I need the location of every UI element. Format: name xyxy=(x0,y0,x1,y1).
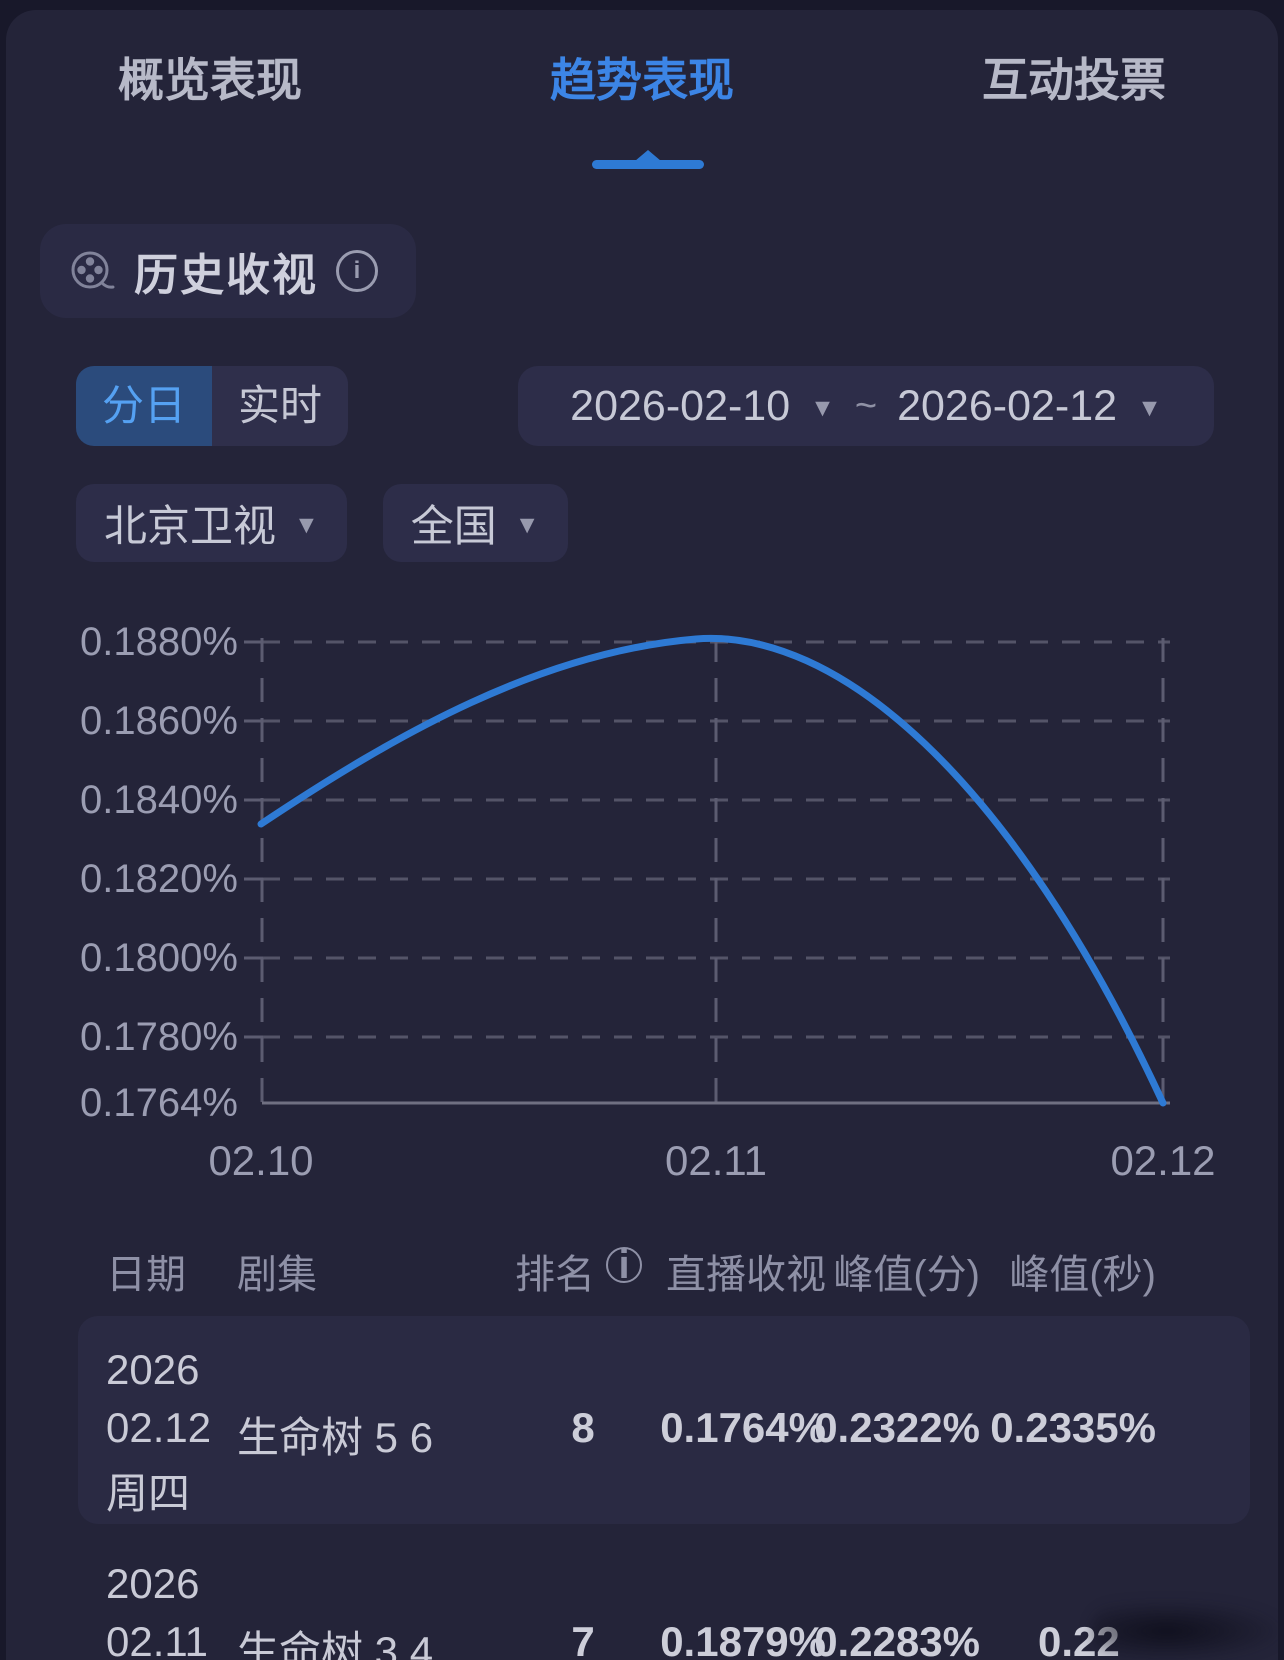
col-live-rating: 直播收视 xyxy=(666,1253,826,1297)
film-reel-icon xyxy=(71,251,115,289)
tab-bar: 概览表现 趋势表现 互动投票 xyxy=(6,52,1278,108)
row-episode: 生命树 5 6 xyxy=(237,1414,434,1461)
x-axis-labels: 02.10 02.11 02.12 xyxy=(208,1137,1215,1184)
date-end[interactable]: 2026-02-12 xyxy=(897,381,1118,430)
date-range-picker[interactable]: 2026-02-10 ▼ ~ 2026-02-12 ▼ xyxy=(518,366,1214,446)
col-date: 日期 xyxy=(106,1253,186,1297)
channel-select-label: 北京卫视 xyxy=(104,503,276,551)
table-row[interactable] xyxy=(78,1316,1250,1524)
chevron-down-icon: ▼ xyxy=(810,393,835,422)
ratings-trend-chart: 0.1880% 0.1860% 0.1840% 0.1820% 0.1800% … xyxy=(80,620,1216,1184)
chevron-down-icon: ▼ xyxy=(514,510,540,539)
col-rank: 排名 xyxy=(515,1253,595,1297)
region-select-label: 全国 xyxy=(410,503,497,551)
channel-select[interactable]: 北京卫视 ▼ xyxy=(76,484,347,562)
row-date-year: 2026 xyxy=(106,1560,200,1607)
y-tick-label: 0.1800% xyxy=(80,936,238,980)
tab-trend[interactable]: 趋势表现 xyxy=(550,54,734,106)
y-tick-label: 0.1764% xyxy=(80,1081,238,1125)
section-header: 历史收视 i xyxy=(40,224,416,318)
y-tick-label: 0.1820% xyxy=(80,857,238,901)
y-tick-label: 0.1780% xyxy=(80,1015,238,1059)
row-live-rating: 0.1879% xyxy=(660,1618,826,1660)
x-tick-label: 02.10 xyxy=(208,1137,313,1184)
row-rank: 8 xyxy=(571,1404,595,1451)
mode-daily-button[interactable]: 分日 xyxy=(76,366,213,446)
region-select[interactable]: 全国 ▼ xyxy=(382,484,568,562)
row-date-year: 2026 xyxy=(106,1346,200,1393)
rank-info-icon[interactable]: i xyxy=(606,1243,642,1287)
col-peak-second: 峰值(秒) xyxy=(1009,1253,1156,1297)
row-date-day: 02.11 xyxy=(106,1618,208,1660)
info-icon[interactable]: i xyxy=(336,250,378,292)
row-peak-minute: 0.2283% xyxy=(814,1618,980,1660)
y-tick-label: 0.1880% xyxy=(80,620,238,664)
row-episode: 生命树 3 4 xyxy=(237,1628,434,1660)
active-tab-indicator xyxy=(592,150,704,169)
row-live-rating: 0.1764% xyxy=(660,1404,826,1451)
row-peak-minute: 0.2322% xyxy=(814,1404,980,1451)
tab-overview[interactable]: 概览表现 xyxy=(118,54,302,106)
mode-toggle: 分日 实时 xyxy=(76,366,349,446)
tab-vote[interactable]: 互动投票 xyxy=(982,54,1166,106)
date-separator: ~ xyxy=(854,384,878,427)
mode-realtime-button[interactable]: 实时 xyxy=(212,366,349,446)
row-rank: 7 xyxy=(571,1618,595,1660)
y-axis-ticks xyxy=(244,640,263,1039)
col-peak-minute: 峰值(分) xyxy=(833,1253,980,1297)
row-date-day: 02.12 xyxy=(106,1404,212,1451)
row-peak-second: 0.2335% xyxy=(990,1404,1156,1451)
watermark-smudge xyxy=(1091,1602,1278,1660)
chevron-down-icon: ▼ xyxy=(1137,393,1162,422)
row-date-weekday: 周四 xyxy=(106,1470,191,1517)
y-tick-label: 0.1860% xyxy=(80,699,238,743)
app-screen: 概览表现 趋势表现 互动投票 历史收视 i 分日 实时 2026-02-10 ▼… xyxy=(6,10,1278,1660)
y-axis-labels: 0.1880% 0.1860% 0.1840% 0.1820% 0.1800% … xyxy=(80,620,238,1125)
section-title: 历史收视 xyxy=(134,251,318,300)
chevron-down-icon: ▼ xyxy=(294,510,319,539)
y-tick-label: 0.1840% xyxy=(80,778,238,822)
trend-line xyxy=(257,634,1167,1107)
x-tick-label: 02.12 xyxy=(1110,1137,1215,1184)
x-tick-label: 02.11 xyxy=(665,1137,767,1184)
date-start[interactable]: 2026-02-10 xyxy=(570,381,791,430)
filter-bar: 北京卫视 ▼ 全国 ▼ xyxy=(76,484,568,562)
col-episode: 剧集 xyxy=(237,1253,317,1297)
